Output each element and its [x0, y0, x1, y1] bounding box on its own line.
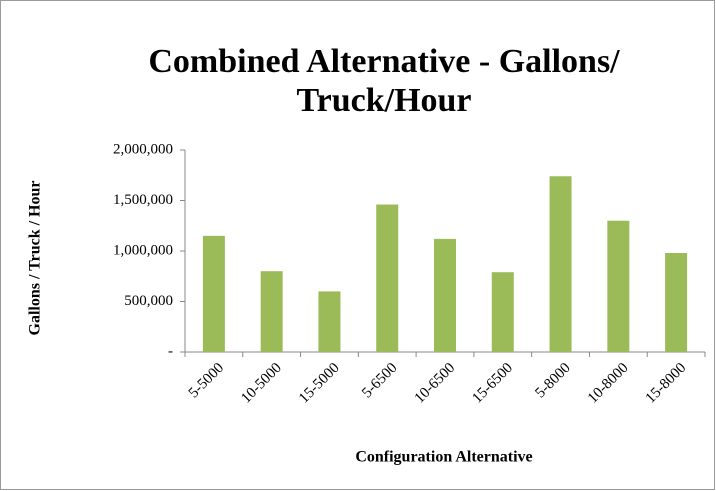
bar [376, 204, 399, 352]
bar [607, 220, 630, 352]
bar [260, 271, 283, 352]
chart-title: Combined Alternative - Gallons/ [148, 43, 620, 80]
y-tick-label: 500,000 [124, 293, 173, 309]
bar [665, 253, 688, 352]
bar [434, 238, 456, 352]
y-tick-label: 1,500,000 [113, 192, 173, 208]
bar [318, 291, 341, 352]
bar [202, 235, 225, 352]
x-axis-title: Configuration Alternative [355, 449, 532, 466]
bar [549, 176, 572, 352]
y-tick-label: 2,000,000 [113, 141, 173, 157]
y-axis-title: Gallons / Truck / Hour [27, 181, 44, 336]
y-tick-label: 1,000,000 [113, 242, 173, 258]
y-tick-label: - [168, 343, 173, 359]
chart-title: Truck/Hour [296, 82, 471, 119]
bar [491, 272, 514, 352]
